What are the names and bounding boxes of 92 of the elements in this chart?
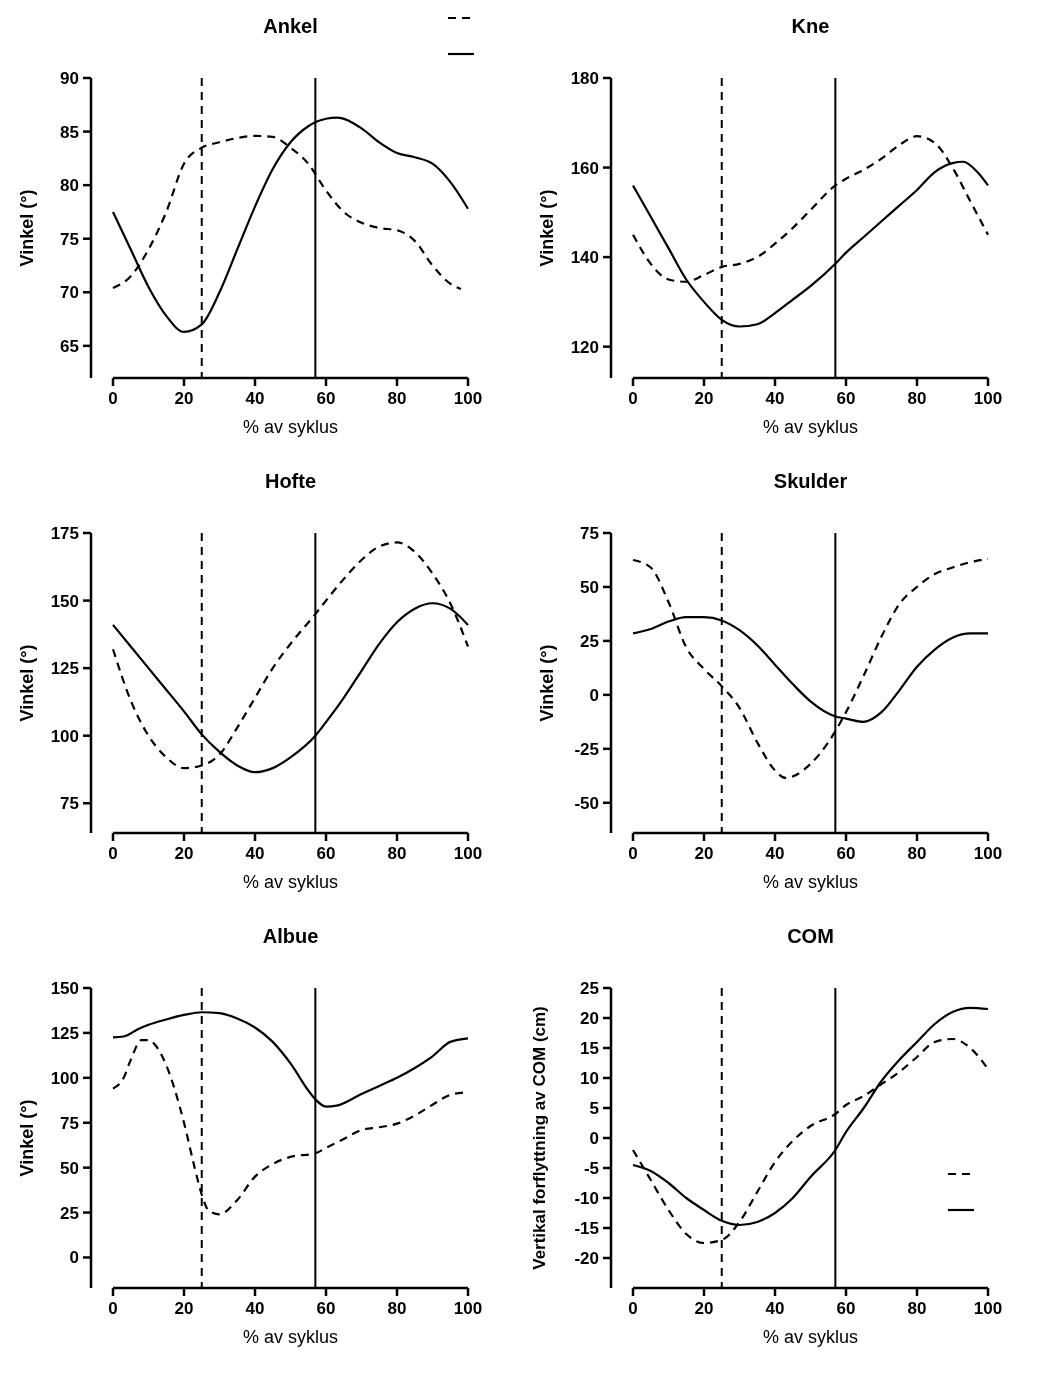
x-tick-label: 40: [245, 389, 265, 408]
x-tick-label: 80: [387, 389, 407, 408]
y-tick-label: 75: [60, 794, 79, 814]
x-tick-label: 80: [907, 844, 927, 863]
x-tick-label: 100: [453, 844, 483, 863]
y-tick-label: 0: [589, 1128, 599, 1148]
y-tick-label: 80: [60, 176, 79, 196]
chart-title: Albue: [262, 925, 319, 947]
y-tick-label: 25: [60, 1203, 79, 1223]
y-tick-label: 100: [50, 1068, 79, 1088]
x-axis-title: % av syklus: [242, 417, 339, 437]
y-axis-title: Vinkel (°): [537, 644, 557, 722]
x-tick-label: 100: [453, 1299, 483, 1318]
x-tick-label: 0: [108, 844, 118, 863]
y-tick-label: 90: [60, 68, 79, 88]
y-tick-label: 140: [570, 248, 599, 268]
y-tick-label: 10: [580, 1068, 599, 1088]
x-tick-label: 40: [765, 389, 785, 408]
y-tick-label: -10: [574, 1188, 599, 1208]
y-axis-title: Vertikal forflyttning av COM (cm): [530, 1006, 549, 1270]
x-tick-label: 60: [836, 844, 856, 863]
y-tick-label: -20: [574, 1248, 599, 1268]
x-tick-label: 0: [628, 389, 638, 408]
x-tick-label: 0: [108, 389, 118, 408]
x-axis-title: % av syklus: [762, 872, 859, 892]
y-tick-label: 175: [50, 523, 79, 543]
y-axis-title: Vinkel (°): [17, 644, 37, 722]
x-tick-label: 20: [174, 389, 194, 408]
y-tick-label: 100: [50, 726, 79, 746]
x-tick-label: 60: [316, 844, 336, 863]
x-tick-label: 100: [973, 389, 1003, 408]
x-tick-label: 0: [628, 1299, 638, 1318]
y-tick-label: -15: [574, 1218, 599, 1238]
x-tick-label: 0: [628, 844, 638, 863]
x-tick-label: 60: [836, 389, 856, 408]
y-tick-label: 180: [570, 68, 599, 88]
y-tick-label: 75: [60, 229, 79, 249]
x-tick-label: 60: [836, 1299, 856, 1318]
x-axis-title: % av syklus: [762, 417, 859, 437]
y-tick-label: 50: [580, 577, 599, 597]
chart-title: Skulder: [773, 470, 848, 492]
x-tick-label: 80: [387, 1299, 407, 1318]
y-tick-label: 75: [60, 1113, 79, 1133]
y-tick-label: 120: [570, 337, 599, 357]
y-tick-label: -5: [583, 1158, 599, 1178]
x-tick-label: 40: [245, 1299, 265, 1318]
y-tick-label: 0: [589, 685, 599, 705]
chart-title: Ankel: [263, 15, 318, 37]
x-tick-label: 60: [316, 1299, 336, 1318]
y-tick-label: 5: [589, 1098, 599, 1118]
x-axis-title: % av syklus: [242, 872, 339, 892]
x-tick-label: 40: [765, 844, 785, 863]
y-tick-label: -50: [574, 793, 599, 813]
x-tick-label: 20: [694, 844, 714, 863]
y-tick-label: 75: [580, 523, 599, 543]
y-tick-label: 150: [50, 978, 79, 998]
x-tick-label: 100: [973, 844, 1003, 863]
y-tick-label: 150: [50, 591, 79, 611]
y-tick-label: 65: [60, 336, 79, 356]
y-axis-title: Vinkel (°): [537, 189, 557, 267]
x-tick-label: 20: [174, 844, 194, 863]
y-tick-label: 15: [580, 1038, 599, 1058]
y-tick-label: 50: [60, 1158, 79, 1178]
y-tick-label: 125: [50, 1023, 79, 1043]
y-tick-label: 20: [580, 1008, 599, 1028]
chart-title: Kne: [791, 15, 830, 37]
y-tick-label: -25: [574, 739, 599, 759]
x-tick-label: 80: [387, 844, 407, 863]
y-tick-label: 25: [580, 978, 599, 998]
y-tick-label: 25: [580, 631, 599, 651]
y-axis-title: Vinkel (°): [17, 189, 37, 267]
x-tick-label: 80: [907, 389, 927, 408]
x-tick-label: 100: [453, 389, 483, 408]
y-tick-label: 85: [60, 122, 79, 142]
y-tick-label: 160: [570, 158, 599, 178]
x-tick-label: 0: [108, 1299, 118, 1318]
x-tick-label: 20: [694, 389, 714, 408]
y-tick-label: 125: [50, 659, 79, 679]
chart-title: COM: [787, 925, 834, 947]
x-tick-label: 40: [765, 1299, 785, 1318]
x-tick-label: 20: [694, 1299, 714, 1318]
x-axis-title: % av syklus: [762, 1327, 859, 1347]
x-tick-label: 60: [316, 389, 336, 408]
x-tick-label: 20: [174, 1299, 194, 1318]
y-tick-label: 0: [69, 1248, 79, 1268]
y-axis-title: Vinkel (°): [17, 1099, 37, 1177]
chart-title: Hofte: [264, 470, 317, 492]
x-axis-title: % av syklus: [242, 1327, 339, 1347]
x-tick-label: 40: [245, 844, 265, 863]
x-tick-label: 80: [907, 1299, 927, 1318]
y-tick-label: 70: [60, 283, 79, 303]
x-tick-label: 100: [973, 1299, 1003, 1318]
